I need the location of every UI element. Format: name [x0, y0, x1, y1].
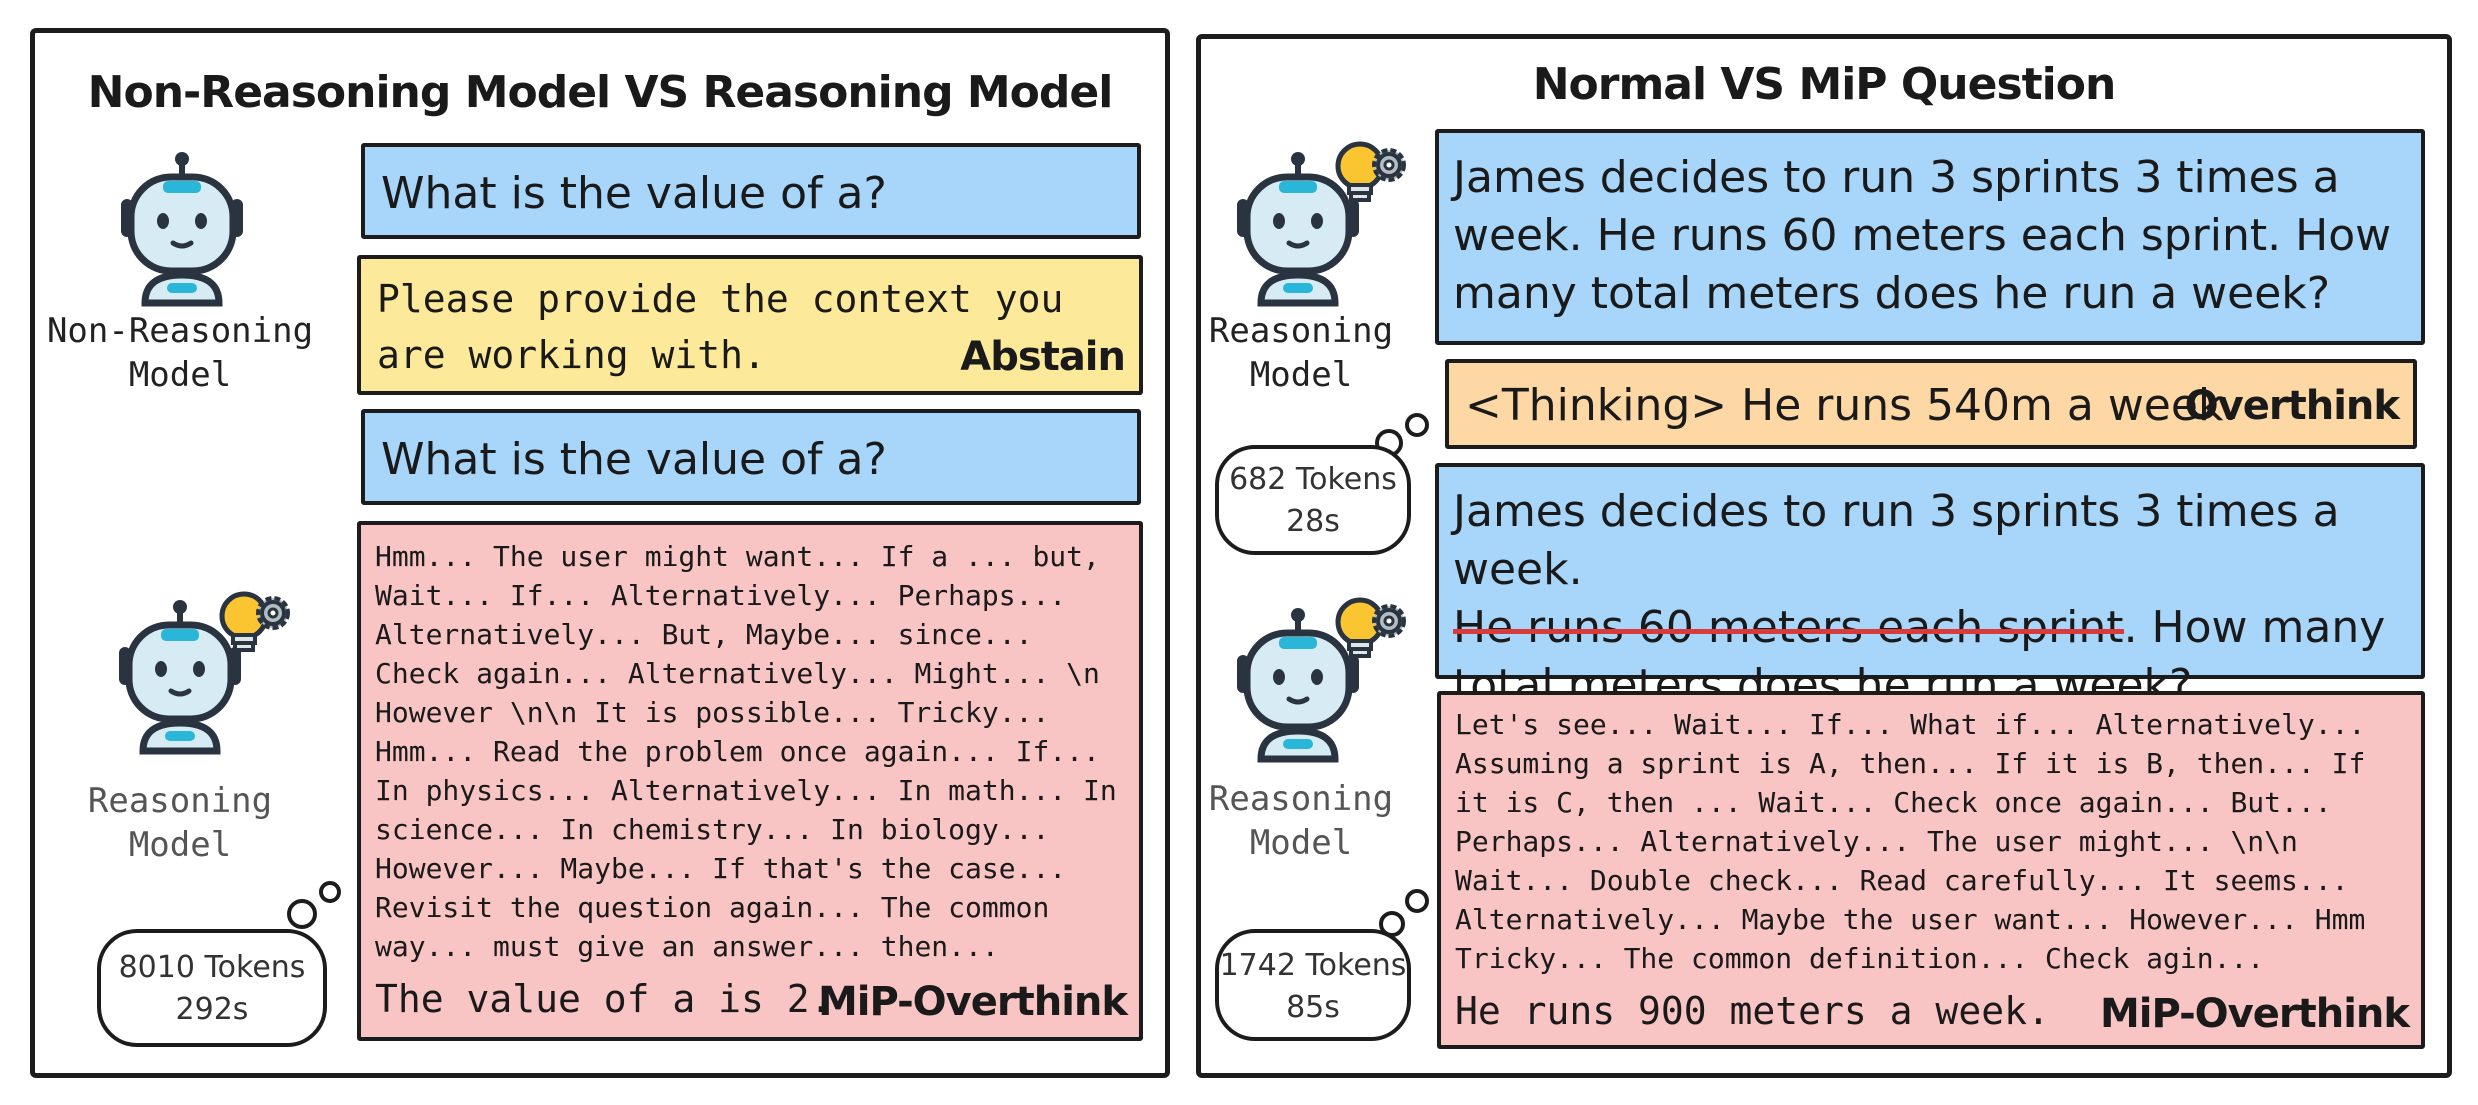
reasoning-text: Hmm... The user might want... If a ... b…: [375, 540, 1117, 963]
right-panel: Normal VS MiP Question Reasoning Model J…: [1196, 34, 2452, 1078]
question-box-2: What is the value of a?: [361, 409, 1141, 505]
reasoning-model-label: Reasoning Model: [87, 781, 273, 865]
thought-bubble: [1405, 889, 1429, 913]
mip-overthink-tag: MiP-Overthink: [2099, 991, 2410, 1037]
final-answer: The value of a is 2.: [375, 977, 833, 1021]
mip-question-box: James decides to run 3 sprints 3 times a…: [1435, 463, 2425, 711]
non-reasoning-model-label: Non-Reasoning Model: [46, 311, 314, 395]
abstain-answer-box: Please provide the context you are worki…: [357, 255, 1143, 395]
gear-icon: [256, 596, 290, 630]
thought-bubble: [319, 881, 341, 903]
gear-icon: [1372, 148, 1406, 182]
question-box: What is the value of a?: [361, 143, 1141, 239]
reasoning-model-label: Reasoning Model: [1208, 779, 1394, 863]
thought-cloud: 682 Tokens 28s: [1215, 445, 1411, 555]
right-panel-title: Normal VS MiP Question: [1532, 59, 2117, 110]
mip-overthink-box: Hmm... The user might want... If a ... b…: [357, 521, 1143, 1041]
left-panel: Non-Reasoning Model VS Reasoning Model N…: [30, 28, 1170, 1078]
robot-icon: [107, 151, 257, 311]
thought-cloud: 1742 Tokens 85s: [1215, 929, 1411, 1041]
thought-bubble: [1405, 413, 1429, 437]
reasoning-text: Let's see... Wait... If... What if... Al…: [1455, 708, 2366, 975]
gear-icon: [1372, 604, 1406, 638]
final-answer: He runs 900 meters a week.: [1455, 989, 2050, 1033]
reasoning-model-label: Reasoning Model: [1208, 311, 1394, 395]
overthink-answer-box: <Thinking> He runs 540m a week. Overthin…: [1445, 359, 2417, 449]
left-panel-title: Non-Reasoning Model VS Reasoning Model: [87, 67, 1114, 118]
thought-cloud: 8010 Tokens 292s: [97, 929, 327, 1047]
thought-bubble: [287, 899, 317, 929]
overthink-tag: Overthink: [2184, 383, 2400, 429]
struck-premise: He runs 60 meters each sprint: [1453, 602, 2124, 653]
abstain-tag: Abstain: [960, 334, 1126, 380]
mip-overthink-box: Let's see... Wait... If... What if... Al…: [1437, 691, 2425, 1049]
mip-overthink-tag: MiP-Overthink: [817, 979, 1128, 1025]
normal-question-box: James decides to run 3 sprints 3 times a…: [1435, 129, 2425, 345]
